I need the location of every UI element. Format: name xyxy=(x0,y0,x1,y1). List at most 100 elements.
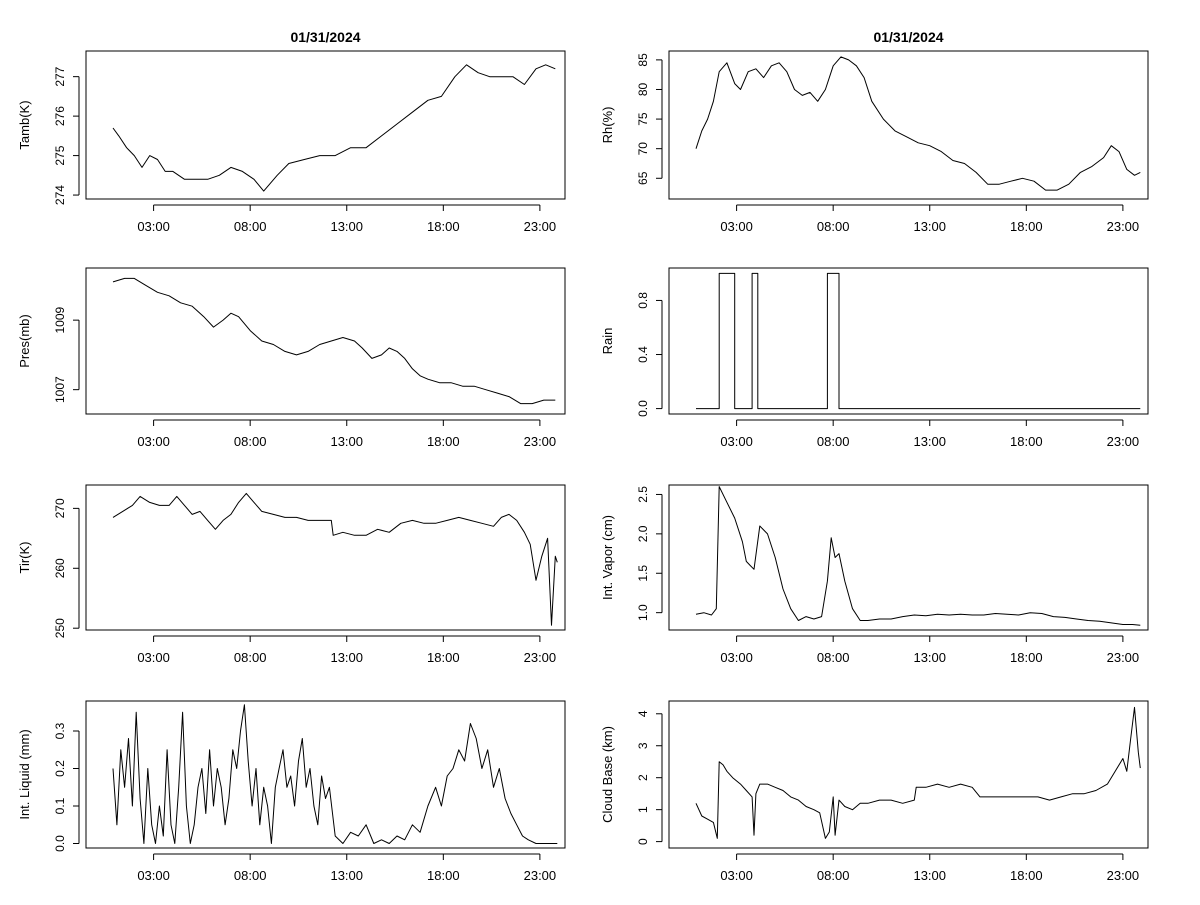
x-tick-label: 08:00 xyxy=(817,434,850,449)
x-tick-label: 03:00 xyxy=(720,434,753,449)
plot-frame xyxy=(668,50,1149,200)
x-tick-label: 13:00 xyxy=(330,219,363,234)
plot-frame xyxy=(668,267,1149,415)
panel-title: 01/31/2024 xyxy=(873,29,943,45)
x-tick-label: 18:00 xyxy=(427,219,460,234)
x-tick-label: 08:00 xyxy=(234,434,267,449)
y-tick-label: 85 xyxy=(636,53,650,67)
panel-title: 01/31/2024 xyxy=(290,29,360,45)
x-tick-label: 13:00 xyxy=(913,868,946,883)
x-tick-label: 18:00 xyxy=(427,434,460,449)
x-tick-label: 18:00 xyxy=(1010,650,1043,665)
plot-frame xyxy=(85,700,566,849)
x-tick-label: 13:00 xyxy=(913,219,946,234)
x-tick-label: 18:00 xyxy=(1010,434,1043,449)
series-line xyxy=(112,277,556,405)
y-tick-label: 65 xyxy=(636,171,650,185)
y-tick-label: 0.4 xyxy=(636,346,650,363)
x-tick-label: 18:00 xyxy=(1010,868,1043,883)
x-tick-label: 13:00 xyxy=(330,434,363,449)
y-tick-label: 1.0 xyxy=(636,604,650,621)
x-tick-label: 23:00 xyxy=(524,650,557,665)
x-tick-label: 08:00 xyxy=(234,219,267,234)
panel-7: Int. Liquid (mm) 0.0 0.1 0.2 0.3 03:00 08:00 13… xyxy=(17,700,566,883)
y-tick-label: 276 xyxy=(53,106,67,126)
x-tick-label: 18:00 xyxy=(427,868,460,883)
y-tick-label: 274 xyxy=(53,185,67,205)
panel-3: Pres(mb) 1007 1009 03:00 08:00 13:00 18:00 23:0… xyxy=(17,267,566,449)
plot-frame xyxy=(85,484,566,631)
y-axis-label: Tamb(K) xyxy=(17,100,32,149)
y-tick-label: 2.5 xyxy=(636,486,650,503)
plot-frame xyxy=(85,50,566,200)
x-tick-label: 03:00 xyxy=(720,219,753,234)
y-axis-label: Rh(%) xyxy=(600,107,615,144)
x-tick-label: 08:00 xyxy=(817,219,850,234)
plot-frame xyxy=(668,484,1149,631)
y-tick-label: 1007 xyxy=(53,376,67,403)
y-tick-label: 1 xyxy=(636,806,650,813)
y-tick-label: 0.1 xyxy=(53,797,67,814)
series-line xyxy=(112,64,556,192)
y-tick-label: 277 xyxy=(53,66,67,86)
panel-2: 01/31/2024 Rh(%) 65 70 75 80 85 03:00 08:00 13:00… xyxy=(600,29,1149,234)
x-tick-label: 13:00 xyxy=(330,650,363,665)
x-tick-label: 23:00 xyxy=(1107,868,1140,883)
panel-4: Rain 0.0 0.4 0.8 03:00 08:00 13:00 18:00 23:00 xyxy=(600,267,1149,449)
x-tick-label: 08:00 xyxy=(234,650,267,665)
y-tick-label: 2.0 xyxy=(636,525,650,542)
y-tick-label: 2 xyxy=(636,774,650,781)
y-tick-label: 4 xyxy=(636,710,650,717)
series-line xyxy=(112,492,558,626)
x-tick-label: 23:00 xyxy=(1107,650,1140,665)
y-tick-label: 275 xyxy=(53,145,67,165)
plot-frame xyxy=(668,700,1149,849)
x-tick-label: 23:00 xyxy=(524,219,557,234)
y-tick-label: 270 xyxy=(53,498,67,518)
y-tick-label: 250 xyxy=(53,618,67,638)
y-axis-label: Int. Liquid (mm) xyxy=(17,729,32,819)
x-tick-label: 08:00 xyxy=(817,868,850,883)
series-line xyxy=(695,486,1141,626)
x-tick-label: 23:00 xyxy=(524,434,557,449)
series-line xyxy=(695,706,1141,839)
x-tick-label: 23:00 xyxy=(524,868,557,883)
panel-8: Cloud Base (km) 0 1 2 3 4 03:00 08:00 13:00 18:00… xyxy=(600,700,1149,883)
x-tick-label: 08:00 xyxy=(817,650,850,665)
x-tick-label: 03:00 xyxy=(720,650,753,665)
x-tick-label: 03:00 xyxy=(137,434,170,449)
x-tick-label: 03:00 xyxy=(137,868,170,883)
x-tick-label: 18:00 xyxy=(1010,219,1043,234)
x-tick-label: 13:00 xyxy=(913,434,946,449)
y-tick-label: 75 xyxy=(636,112,650,126)
x-tick-label: 03:00 xyxy=(720,868,753,883)
y-tick-label: 0.0 xyxy=(636,400,650,417)
series-line xyxy=(112,704,558,844)
plot-frame xyxy=(85,267,566,415)
y-tick-label: 3 xyxy=(636,742,650,749)
y-axis-label: Int. Vapor (cm) xyxy=(600,515,615,600)
x-tick-label: 18:00 xyxy=(427,650,460,665)
y-tick-label: 0.3 xyxy=(53,722,67,739)
y-tick-label: 80 xyxy=(636,82,650,96)
series-line xyxy=(695,56,1141,191)
panel-1: 01/31/2024 Tamb(K) 274 275 276 277 03:00 08:00 1… xyxy=(17,29,566,234)
y-tick-label: 260 xyxy=(53,558,67,578)
y-axis-label: Tir(K) xyxy=(17,541,32,573)
y-axis-label: Pres(mb) xyxy=(17,314,32,367)
y-tick-label: 1009 xyxy=(53,306,67,333)
y-tick-label: 70 xyxy=(636,142,650,156)
y-tick-label: 0.2 xyxy=(53,760,67,777)
y-tick-label: 0 xyxy=(636,838,650,845)
x-tick-label: 08:00 xyxy=(234,868,267,883)
series-line xyxy=(696,272,1141,410)
panel-5: Tir(K) 250 260 270 03:00 08:00 13:00 18:00 23:00 xyxy=(17,484,566,665)
x-tick-label: 23:00 xyxy=(1107,434,1140,449)
y-tick-label: 1.5 xyxy=(636,565,650,582)
y-axis-label: Cloud Base (km) xyxy=(600,726,615,823)
x-tick-label: 13:00 xyxy=(913,650,946,665)
x-tick-label: 13:00 xyxy=(330,868,363,883)
panel-6: Int. Vapor (cm) 1.0 1.5 2.0 2.5 03:00 08:00 13:… xyxy=(600,484,1149,665)
